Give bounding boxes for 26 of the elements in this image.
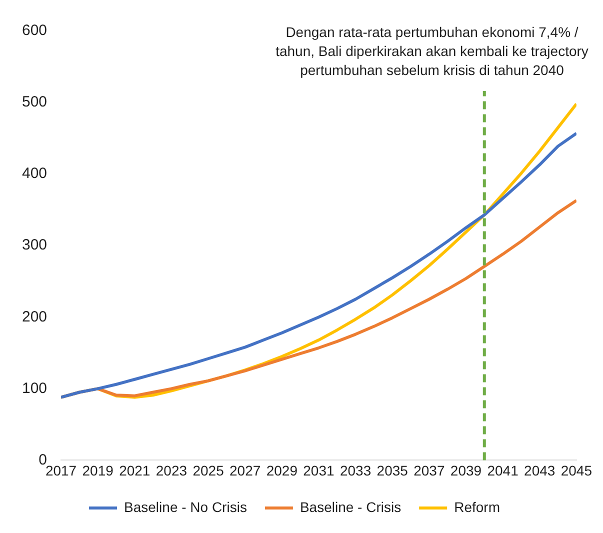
x-tick-label: 2021 (119, 462, 150, 478)
x-tick-label: 2019 (82, 462, 114, 478)
y-tick-label: 500 (22, 94, 48, 111)
x-tick-label: 2043 (524, 462, 556, 478)
legend-label: Baseline - No Crisis (124, 498, 247, 515)
x-tick-label: 2017 (45, 462, 77, 478)
x-tick-label: 2039 (450, 462, 482, 478)
y-tick-label: 200 (22, 308, 48, 326)
y-tick-label: 100 (22, 380, 48, 397)
x-tick-label: 2025 (192, 462, 224, 478)
x-tick-label: 2037 (414, 462, 445, 478)
x-tick-label: 2033 (340, 462, 372, 478)
y-tick-label: 400 (22, 165, 48, 182)
y-tick-label: 600 (22, 22, 48, 40)
x-tick-label: 2023 (156, 462, 188, 478)
legend-label: Reform (454, 498, 500, 515)
annotation: Dengan rata-rata pertumbuhan ekonomi 7,4% / tahun, Bali diperkirakan akan kembali ke trajectory pertumbuhan sebelum krisis di tahun 2040 (276, 24, 588, 78)
x-tick-label: 2029 (266, 462, 298, 478)
x-tick-label: 2041 (487, 462, 519, 478)
y-tick-label: 0 (38, 451, 48, 468)
x-tick-label: 2035 (376, 462, 408, 478)
y-tick-label: 300 (22, 236, 48, 254)
legend-label: Baseline - Crisis (300, 498, 402, 515)
x-tick-label: 2031 (303, 462, 335, 478)
x-tick-label: 2045 (560, 462, 592, 478)
x-tick-label: 2027 (230, 462, 261, 478)
